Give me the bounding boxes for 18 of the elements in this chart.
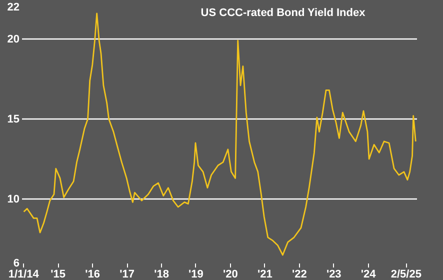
x-tick-label: '19 bbox=[188, 268, 204, 280]
x-tick-label: '21 bbox=[258, 268, 272, 280]
chart-title: US CCC-rated Bond Yield Index bbox=[200, 7, 366, 19]
y-tick-label: 15 bbox=[7, 114, 20, 126]
y-tick-label: 22 bbox=[7, 2, 20, 14]
x-tick-label: '20 bbox=[223, 268, 238, 280]
x-tick-label: '24 bbox=[360, 268, 377, 280]
x-tick-label: '18 bbox=[154, 268, 169, 280]
x-tick-label: '23 bbox=[326, 268, 342, 280]
y-tick-label: 20 bbox=[7, 34, 20, 46]
x-tick-label: '16 bbox=[85, 268, 100, 280]
x-tick-label: 2/5/25 bbox=[390, 268, 422, 280]
x-tick-label: '15 bbox=[50, 268, 66, 280]
y-tick-label: 6 bbox=[13, 258, 20, 270]
x-tick-label: '17 bbox=[120, 268, 135, 280]
x-tick-label: 1/1/14 bbox=[8, 268, 40, 280]
y-tick-label: 10 bbox=[7, 194, 20, 206]
x-tick-label: '22 bbox=[292, 268, 307, 280]
